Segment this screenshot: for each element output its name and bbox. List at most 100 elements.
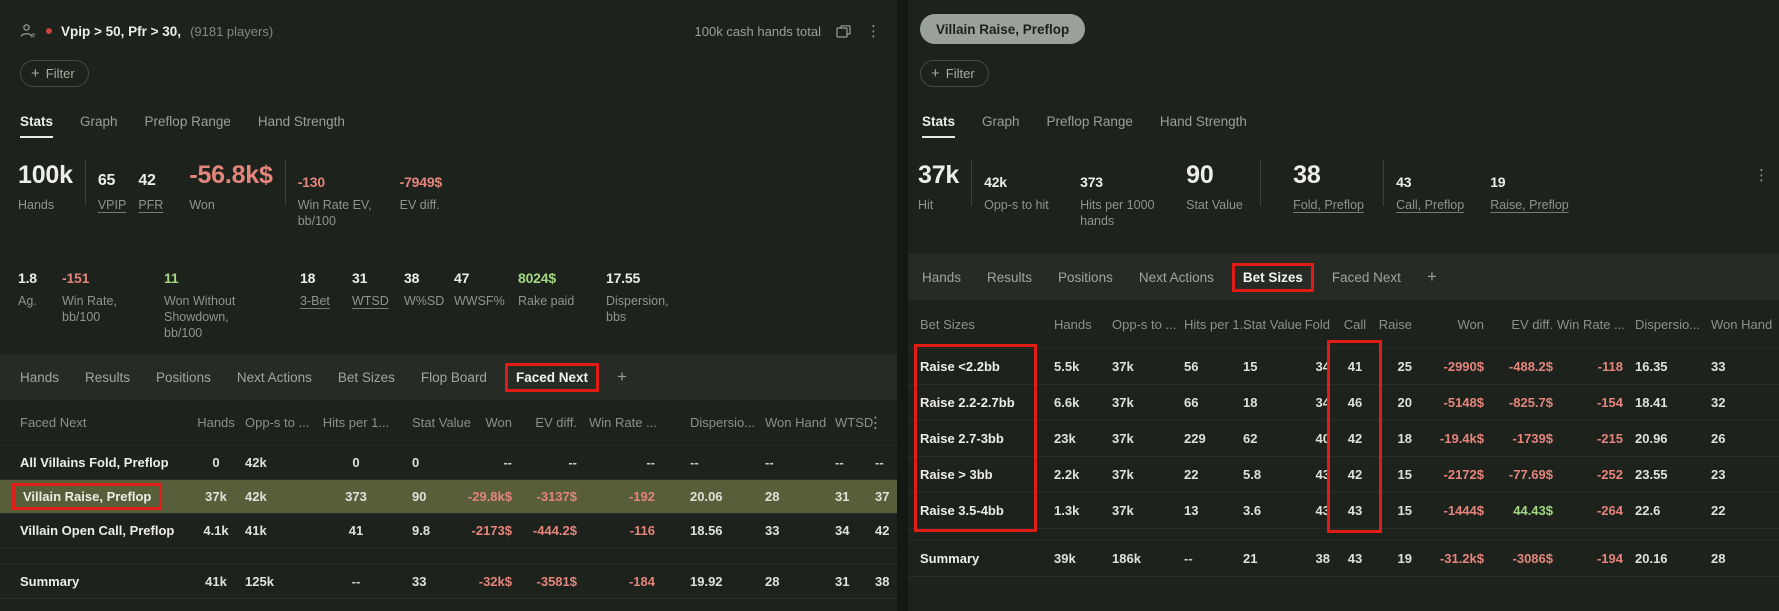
status-dot: [46, 28, 52, 34]
table-row-summary[interactable]: Summary 39k 186k -- 21 38 43 19 -31.2k$ -3086$ -19…: [908, 540, 1779, 577]
stat-value: 37k: [918, 161, 960, 189]
stat-vpip[interactable]: 65 VPIP: [98, 158, 127, 213]
view-tab-preflop-range[interactable]: Preflop Range: [1046, 114, 1133, 129]
add-filter-button[interactable]: + Filter: [20, 60, 89, 87]
cell: 18: [1243, 395, 1258, 410]
add-filter-button[interactable]: + Filter: [920, 60, 989, 87]
view-tab-hand-strength[interactable]: Hand Strength: [257, 114, 345, 129]
panel-menu-icon[interactable]: ⋮: [866, 22, 881, 40]
cell: 15: [1243, 359, 1258, 374]
stat-value: 38: [1293, 161, 1321, 189]
cell: -192: [628, 489, 655, 504]
cell: 13: [1184, 503, 1199, 518]
stat-call-preflop[interactable]: 43 Call, Preflop: [1396, 158, 1464, 213]
stat-won-without-showdown-bb-100: 11 Won Without Showdown, bb/100: [164, 254, 300, 341]
cell: 66: [1184, 395, 1199, 410]
column-header-hands: Hands: [197, 415, 235, 430]
cell: 42: [1347, 467, 1363, 482]
table-row-raise-3bb[interactable]: Raise > 3bb 2.2k 37k 22 5.8 43 42 15 -2172$ -77.6…: [908, 457, 1779, 493]
view-tab-hand-strength[interactable]: Hand Strength: [1159, 114, 1247, 129]
column-header-won-hand: Won Hand: [1711, 316, 1773, 332]
column-header-won: Won: [1457, 316, 1485, 332]
cell: 20: [1397, 395, 1412, 410]
stat-raise-preflop[interactable]: 19 Raise, Preflop: [1490, 158, 1569, 213]
cell: -194: [1596, 551, 1623, 566]
table-row-all-villains-fold-preflop[interactable]: All Villains Fold, Preflop 0 42k 0 0 -- -- -- --…: [0, 446, 897, 480]
cell: --: [568, 455, 577, 470]
stat-wwsf: 47 WWSF%: [454, 254, 518, 309]
stat-wtsd[interactable]: 31 WTSD: [352, 254, 404, 309]
view-tab-graph[interactable]: Graph: [982, 114, 1020, 129]
stat-filter-chip[interactable]: Villain Raise, Preflop: [920, 14, 1086, 44]
stat-dispersion-bbs: 17.55 Dispersion, bbs: [606, 254, 706, 325]
cell: --: [875, 455, 884, 470]
stat-value: 90: [1186, 161, 1214, 189]
filter-button-label: Filter: [945, 66, 975, 81]
stat-win-rate-ev-bb-100: -130 Win Rate EV, bb/100: [298, 158, 372, 229]
table-tab-next-actions[interactable]: Next Actions: [1138, 269, 1214, 285]
view-tab-stats[interactable]: Stats: [20, 114, 54, 138]
table-tab-faced-next[interactable]: Faced Next: [504, 362, 599, 392]
stat-separator: [1260, 160, 1262, 206]
table-row-raise-2-2-2-7bb[interactable]: Raise 2.2-2.7bb 6.6k 37k 66 18 34 46 20 -5148$ -8…: [908, 385, 1779, 421]
panel-population: # Vpip > 50, Pfr > 30, (9181 players) 10…: [0, 22, 897, 599]
column-header-ev-diff: EV diff.: [535, 415, 577, 430]
view-tab-stats[interactable]: Stats: [922, 114, 956, 138]
add-tab-button[interactable]: +: [1426, 267, 1437, 286]
population-title: Vpip > 50, Pfr > 30,: [61, 23, 182, 39]
open-window-icon[interactable]: [836, 24, 851, 38]
table-row-raise-2-7-3bb[interactable]: Raise 2.7-3bb 23k 37k 229 62 40 42 18 -19.4k$ -17…: [908, 421, 1779, 457]
stat-value: 31: [352, 270, 368, 286]
add-tab-button[interactable]: +: [616, 367, 627, 386]
column-header-ev-diff: EV diff.: [1511, 316, 1553, 332]
stats-menu-icon[interactable]: ⋮: [1754, 167, 1769, 184]
table-tab-flop-board[interactable]: Flop Board: [420, 369, 487, 385]
cell: 32: [1711, 395, 1726, 410]
view-tab-preflop-range[interactable]: Preflop Range: [144, 114, 231, 129]
table-tab-faced-next[interactable]: Faced Next: [1331, 269, 1401, 285]
stat-label: Win Rate EV, bb/100: [297, 198, 372, 228]
stat-rake-paid: 8024$ Rake paid: [518, 254, 606, 309]
table-tab-positions[interactable]: Positions: [156, 369, 211, 385]
row-label: All Villains Fold, Preflop: [20, 455, 169, 470]
cell: 186k: [1112, 551, 1141, 566]
row-label: Raise <2.2bb: [920, 359, 1000, 374]
table-tab-results[interactable]: Results: [85, 369, 131, 385]
table-tab-results[interactable]: Results: [987, 269, 1033, 285]
table-tab-next-actions[interactable]: Next Actions: [236, 369, 312, 385]
stat-ag: 1.8 Ag.: [18, 254, 62, 309]
cell: -3086$: [1512, 551, 1553, 566]
table-tab-hands[interactable]: Hands: [20, 369, 60, 385]
cell: 22: [1184, 467, 1199, 482]
stat-pfr[interactable]: 42 PFR: [138, 158, 163, 213]
table-row-summary[interactable]: Summary 41k 125k -- 33 -32k$ -3581$ -184 19.92 28…: [0, 564, 897, 599]
plus-icon: +: [31, 65, 40, 82]
view-tab-graph[interactable]: Graph: [80, 114, 118, 129]
table-tab-hands[interactable]: Hands: [922, 269, 962, 285]
table-tab-bet-sizes[interactable]: Bet Sizes: [337, 369, 395, 385]
cell: 18.41: [1635, 395, 1668, 410]
table-tab-positions[interactable]: Positions: [1058, 269, 1113, 285]
table-row-raise-3-5-4bb[interactable]: Raise 3.5-4bb 1.3k 37k 13 3.6 43 43 15 -1444$ 44.…: [908, 493, 1779, 529]
table-row-villain-raise-preflop[interactable]: Villain Raise, Preflop 37k 42k 373 90 -29.8k$…: [0, 480, 897, 514]
table-row-villain-open-call-preflop[interactable]: Villain Open Call, Preflop 4.1k 41k 41 9.8 -2…: [0, 514, 897, 548]
cell: 31: [835, 574, 850, 589]
stat-fold-preflop[interactable]: 38 Fold, Preflop: [1293, 158, 1371, 213]
cell: 4.1k: [203, 523, 229, 538]
cell: -31.2k$: [1439, 551, 1484, 566]
cell: 18: [1397, 431, 1412, 446]
cell: 23.55: [1635, 467, 1668, 482]
cell: --: [503, 455, 512, 470]
column-settings-icon[interactable]: ⋮: [868, 414, 883, 431]
right-table-tabs: Hands Results Positions Next Actions Bet Siz…: [908, 254, 1779, 300]
cell: -215: [1596, 431, 1623, 446]
table-tab-bet-sizes[interactable]: Bet Sizes: [1231, 262, 1314, 292]
stat-label: Hit: [918, 198, 934, 212]
table-row-raise-2-2bb[interactable]: Raise <2.2bb 5.5k 37k 56 15 34 41 25 -2990$ -488.…: [908, 349, 1779, 385]
cell: -77.69$: [1508, 467, 1553, 482]
cell: 41k: [205, 574, 227, 589]
cell: 3.6: [1243, 503, 1262, 518]
stat-3-bet[interactable]: 18 3-Bet: [300, 254, 352, 309]
stat-hit: 37k Hit: [918, 158, 959, 213]
cell: -118: [1597, 359, 1623, 374]
